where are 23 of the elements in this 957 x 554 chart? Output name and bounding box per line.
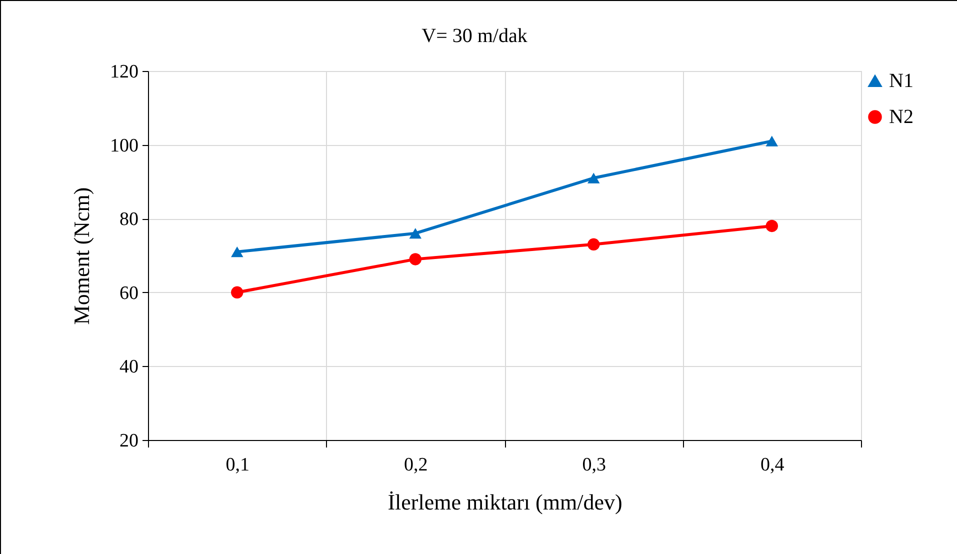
- x-axis-title: İlerleme miktarı (mm/dev): [388, 490, 622, 514]
- point: [231, 286, 244, 299]
- x-tick-label: 0,2: [404, 454, 428, 476]
- point: [766, 136, 778, 146]
- point: [409, 228, 422, 239]
- legend-label: N1: [889, 70, 914, 92]
- x-tick-label: 0,1: [226, 454, 250, 476]
- y-tick-label: 80: [120, 209, 138, 230]
- point: [588, 172, 600, 184]
- point: [766, 220, 778, 232]
- legend-label: N2: [889, 106, 914, 128]
- y-axis-title: Moment (Ncm): [69, 187, 94, 325]
- y-tick-label: 100: [110, 135, 138, 156]
- point: [231, 246, 244, 258]
- x-tick-label: 0,3: [582, 454, 606, 476]
- y-tick-label: 40: [120, 356, 138, 378]
- point: [409, 253, 422, 266]
- point: [588, 238, 600, 251]
- y-tick-label: 120: [110, 62, 138, 82]
- y-tick-label: 20: [120, 430, 138, 452]
- chart-title: V= 30 m/dak: [422, 25, 528, 47]
- y-tick-label: 60: [120, 282, 138, 304]
- x-tick-label: 0,4: [760, 454, 785, 476]
